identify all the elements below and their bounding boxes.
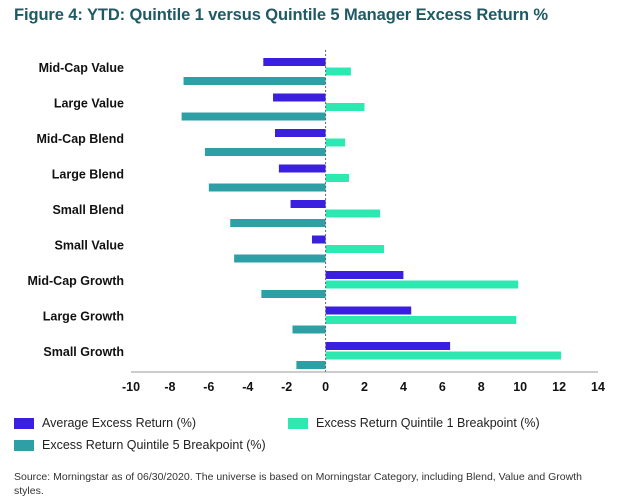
legend-swatch-quintile-1 xyxy=(288,417,308,429)
bar-average xyxy=(274,129,326,137)
category-label: Small Blend xyxy=(52,203,124,217)
bar-quintile-1 xyxy=(325,245,384,253)
x-tick-label: 8 xyxy=(478,380,485,394)
bar-average xyxy=(311,235,326,244)
bar-quintile-1 xyxy=(325,103,365,111)
category-label: Mid-Cap Blend xyxy=(37,132,125,146)
x-tick-label: 10 xyxy=(513,380,527,394)
bar-quintile-5 xyxy=(204,148,326,156)
bar-average xyxy=(325,306,412,315)
x-tick-label: -4 xyxy=(242,380,253,394)
bar-average xyxy=(325,271,404,279)
chart-title: Figure 4: YTD: Quintile 1 versus Quintil… xyxy=(14,6,548,24)
category-label: Mid-Cap Growth xyxy=(27,274,124,288)
bar-average xyxy=(273,93,326,102)
category-label: Mid-Cap Value xyxy=(39,61,124,75)
bar-quintile-1 xyxy=(325,209,381,218)
bar-chart: Mid-Cap Value Large Value Mid-Cap Blend Lar… xyxy=(27,50,605,394)
legend-item-average: Average Excess Return (%) xyxy=(14,416,196,430)
source-note: Source: Morningstar as of 06/30/2020. Th… xyxy=(14,471,582,497)
x-tick-label: -2 xyxy=(281,380,292,394)
bars xyxy=(181,58,562,369)
legend: Average Excess Return (%) Excess Return … xyxy=(14,410,614,458)
legend-item-quintile-1: Excess Return Quintile 1 Breakpoint (%) xyxy=(288,416,540,430)
bar-quintile-1 xyxy=(325,316,517,324)
x-tick-label: 2 xyxy=(361,380,368,394)
legend-item-quintile-5: Excess Return Quintile 5 Breakpoint (%) xyxy=(14,438,266,452)
bar-quintile-5 xyxy=(183,77,326,85)
bar-quintile-5 xyxy=(261,290,326,298)
bar-average xyxy=(263,58,326,66)
bar-quintile-1 xyxy=(325,351,562,360)
category-label: Small Value xyxy=(55,239,125,253)
x-tick-label: 14 xyxy=(591,380,605,394)
x-tick-label: 6 xyxy=(439,380,446,394)
category-label: Large Value xyxy=(54,97,124,111)
bar-quintile-5 xyxy=(181,112,326,121)
bar-quintile-1 xyxy=(325,174,349,182)
legend-label-average: Average Excess Return (%) xyxy=(42,416,196,430)
bar-average xyxy=(290,200,326,208)
x-tick-label: -6 xyxy=(203,380,214,394)
bar-quintile-5 xyxy=(296,361,326,369)
bar-quintile-5 xyxy=(234,254,326,263)
legend-swatch-average xyxy=(14,417,34,429)
bar-quintile-1 xyxy=(325,280,519,289)
bar-quintile-5 xyxy=(208,183,326,192)
legend-swatch-quintile-5 xyxy=(14,439,34,451)
bar-quintile-5 xyxy=(292,325,326,334)
bar-quintile-5 xyxy=(230,219,326,227)
category-label: Large Blend xyxy=(52,168,124,182)
bar-average xyxy=(325,342,451,350)
x-tick-label: 4 xyxy=(400,380,407,394)
x-tick-label: -8 xyxy=(164,380,175,394)
bar-quintile-1 xyxy=(325,67,351,76)
legend-label-quintile-5: Excess Return Quintile 5 Breakpoint (%) xyxy=(42,438,266,452)
bar-quintile-1 xyxy=(325,138,346,147)
category-label: Small Growth xyxy=(43,345,124,359)
bar-average xyxy=(278,164,326,173)
x-tick-label: 12 xyxy=(552,380,566,394)
category-labels: Mid-Cap Value Large Value Mid-Cap Blend Lar… xyxy=(27,61,124,359)
x-tick-label: 0 xyxy=(322,380,329,394)
x-axis: -10 -8 -6 -4 -2 0 2 4 6 8 10 12 14 xyxy=(122,50,605,394)
category-label: Large Growth xyxy=(43,310,124,324)
x-tick-label: -10 xyxy=(122,380,140,394)
legend-label-quintile-1: Excess Return Quintile 1 Breakpoint (%) xyxy=(316,416,540,430)
